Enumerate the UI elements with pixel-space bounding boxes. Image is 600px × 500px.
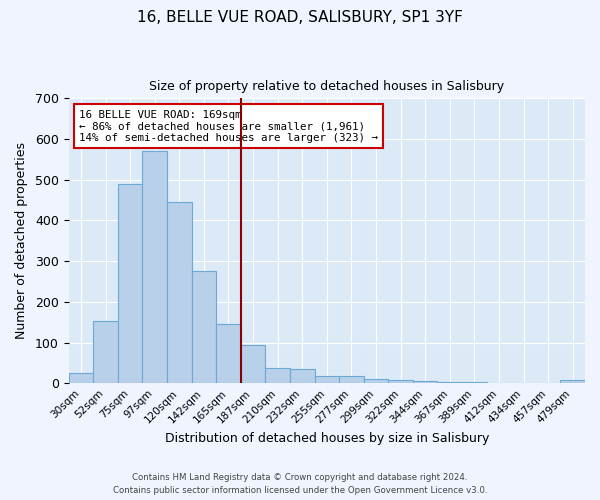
- Bar: [241, 344, 265, 384]
- Bar: [314, 376, 339, 384]
- Bar: [437, 382, 462, 384]
- Bar: [265, 368, 290, 384]
- Y-axis label: Number of detached properties: Number of detached properties: [15, 142, 28, 340]
- Bar: [339, 376, 364, 384]
- Bar: [93, 322, 118, 384]
- Text: Contains HM Land Registry data © Crown copyright and database right 2024.
Contai: Contains HM Land Registry data © Crown c…: [113, 474, 487, 495]
- Bar: [364, 379, 388, 384]
- X-axis label: Distribution of detached houses by size in Salisbury: Distribution of detached houses by size …: [164, 432, 489, 445]
- Bar: [388, 380, 413, 384]
- Bar: [216, 324, 241, 384]
- Bar: [142, 152, 167, 384]
- Bar: [560, 380, 585, 384]
- Bar: [413, 382, 437, 384]
- Text: 16, BELLE VUE ROAD, SALISBURY, SP1 3YF: 16, BELLE VUE ROAD, SALISBURY, SP1 3YF: [137, 10, 463, 25]
- Bar: [118, 184, 142, 384]
- Bar: [167, 202, 191, 384]
- Bar: [290, 368, 314, 384]
- Title: Size of property relative to detached houses in Salisbury: Size of property relative to detached ho…: [149, 80, 505, 93]
- Bar: [68, 373, 93, 384]
- Text: 16 BELLE VUE ROAD: 169sqm
← 86% of detached houses are smaller (1,961)
14% of se: 16 BELLE VUE ROAD: 169sqm ← 86% of detac…: [79, 110, 378, 143]
- Bar: [462, 382, 487, 384]
- Bar: [191, 270, 216, 384]
